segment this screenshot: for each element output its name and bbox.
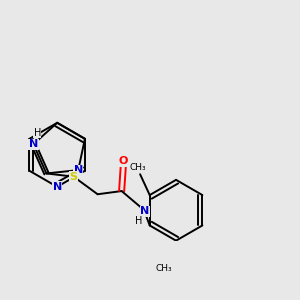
- Text: CH₃: CH₃: [129, 163, 146, 172]
- Text: N: N: [29, 139, 38, 149]
- Text: N: N: [74, 165, 83, 175]
- Text: N: N: [52, 182, 62, 192]
- Text: H: H: [34, 128, 41, 138]
- Text: CH₃: CH₃: [156, 264, 172, 273]
- Text: S: S: [70, 172, 78, 182]
- Text: H: H: [135, 216, 142, 226]
- Text: O: O: [118, 156, 128, 166]
- Text: N: N: [140, 206, 150, 216]
